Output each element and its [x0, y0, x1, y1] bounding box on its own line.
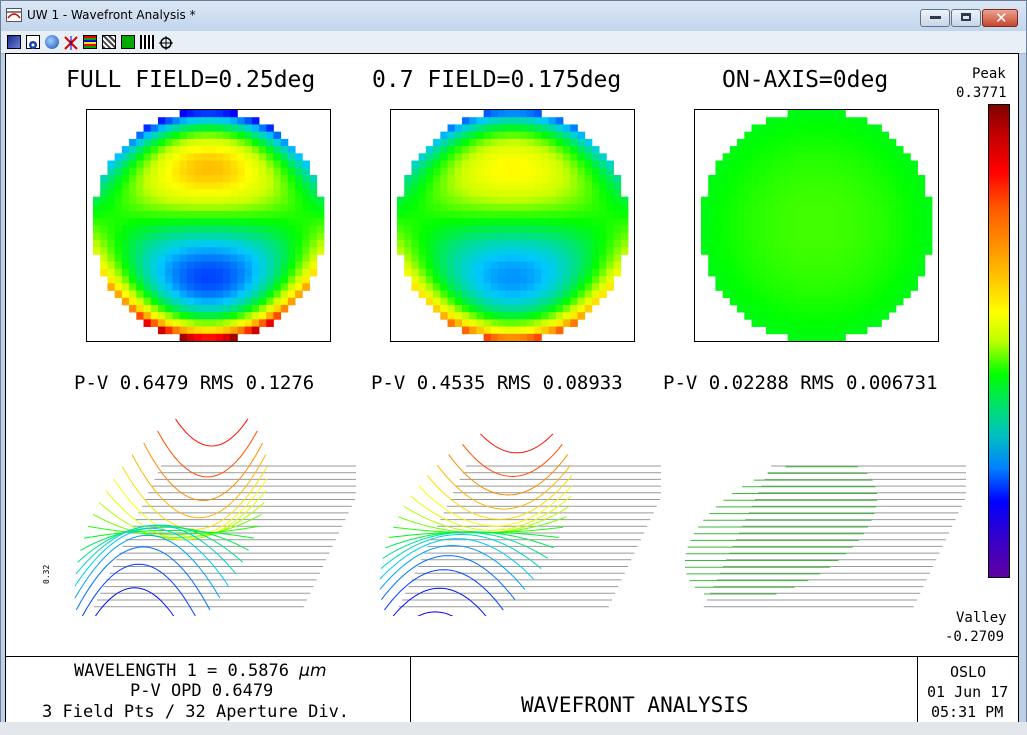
footer-panel: WAVELENGTH 1 = 0.5876 μm P-V OPD 0.6479 … [6, 656, 1018, 722]
stripes-icon[interactable] [83, 35, 97, 49]
analysis-title: WAVEFRONT ANALYSIS [521, 693, 749, 717]
color-scale-bar [988, 104, 1010, 578]
wavelength-text: WAVELENGTH 1 = 0.5876 μm [74, 661, 327, 681]
oslo-app-icon[interactable] [6, 8, 22, 22]
surface-plot-full-field [74, 418, 356, 616]
wavefront-map-07-field [390, 109, 635, 342]
close-button[interactable]: ✕ [982, 9, 1018, 27]
time-text: 05:31 PM [931, 703, 1004, 721]
stats-full-field: P-V 0.6479 RMS 0.1276 [74, 372, 315, 394]
scale-label: 0.32 [42, 564, 51, 584]
surface-plot-07-field [379, 433, 661, 616]
valley-value: -0.2709 [945, 629, 1005, 645]
maximize-icon [961, 13, 971, 21]
pv-opd-text: P-V OPD 0.6479 [130, 681, 274, 701]
title-bar[interactable]: UW 1 - Wavefront Analysis * ✕ [1, 1, 1026, 31]
date-text: 01 Jun 17 [927, 683, 1009, 701]
field-points-text: 3 Field Pts / 32 Aperture Div. [42, 702, 350, 722]
plot-title-on-axis: ON-AXIS=0deg [722, 67, 889, 93]
plot-title-07-field: 0.7 FIELD=0.175deg [372, 67, 622, 93]
window-title: UW 1 - Wavefront Analysis * [27, 8, 196, 22]
surface-map-icon[interactable] [7, 35, 21, 49]
peak-value: 0.3771 [956, 85, 1007, 101]
fill-icon[interactable] [121, 35, 135, 49]
spot-icon[interactable] [26, 35, 40, 49]
surface-plot-on-axis [684, 465, 966, 608]
close-icon: ✕ [995, 9, 1008, 27]
stats-07-field: P-V 0.4535 RMS 0.08933 [371, 372, 623, 394]
bars-icon[interactable] [140, 35, 154, 49]
minimize-icon [930, 16, 941, 19]
wavefront-map-full-field [86, 109, 331, 342]
wavefront-map-on-axis [694, 109, 939, 342]
minimize-button[interactable] [920, 9, 950, 27]
maximize-button[interactable] [951, 9, 981, 27]
zoom-icon[interactable] [159, 35, 173, 50]
plot-canvas: FULL FIELD=0.25deg 0.7 FIELD=0.175deg ON… [5, 53, 1019, 723]
cross-icon[interactable] [64, 35, 78, 50]
plot-title-full-field: FULL FIELD=0.25deg [66, 67, 316, 93]
footer-info-cell: WAVELENGTH 1 = 0.5876 μm P-V OPD 0.6479 … [6, 657, 411, 722]
globe-icon[interactable] [45, 35, 59, 49]
footer-meta-cell: OSLO 01 Jun 17 05:31 PM [918, 657, 1018, 722]
peak-label: Peak [972, 66, 1006, 82]
mesh-icon[interactable] [102, 35, 116, 49]
background-spreadsheet-strip [0, 722, 1027, 735]
stats-on-axis: P-V 0.02288 RMS 0.006731 [663, 372, 938, 394]
footer-title-cell: WAVEFRONT ANALYSIS [411, 657, 918, 722]
valley-label: Valley [956, 610, 1007, 626]
toolbar [1, 31, 1026, 54]
program-name: OSLO [950, 663, 987, 681]
